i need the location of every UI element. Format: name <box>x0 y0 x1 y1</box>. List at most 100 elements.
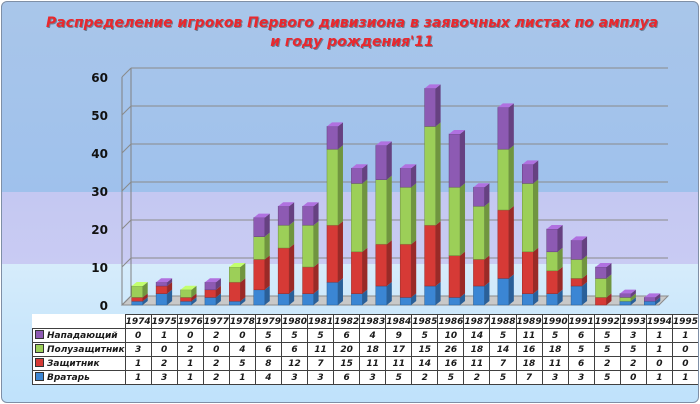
x-tick-label: 1978 <box>228 314 256 329</box>
bar-segment <box>277 205 290 226</box>
bar-segment <box>326 281 339 306</box>
bar-segment <box>619 293 632 298</box>
bar-segment-side <box>533 160 539 184</box>
bar-segment <box>229 281 241 302</box>
table-cell: 5 <box>593 370 621 385</box>
table-row: Вратарь 1 3 1 2 1 4 3 3 6 3 5 2 5 2 5 7 3 3 5 0 1 1 <box>32 370 698 385</box>
table-corner <box>33 315 126 329</box>
table-cell: 4 <box>254 370 282 385</box>
table-cell: 9 <box>385 328 413 343</box>
bar-segment <box>497 107 510 150</box>
table-cell: 6 <box>567 328 595 343</box>
bar-top <box>180 285 197 290</box>
table-cell: 3 <box>124 342 152 357</box>
table-cell: 2 <box>202 356 230 371</box>
table-cell: 16 <box>515 342 543 357</box>
bar-segment-side <box>142 282 148 298</box>
bar-segment <box>473 186 485 207</box>
bar-segment-side <box>582 282 588 305</box>
legend-entry: Защитник <box>32 356 126 371</box>
bar-segment-side <box>337 278 343 305</box>
bar-segment-side <box>435 221 441 286</box>
table-cell: 2 <box>463 370 491 385</box>
table-cell: 1 <box>671 370 698 385</box>
bar-segment <box>448 255 461 298</box>
bar-segment <box>448 297 461 306</box>
bar-top <box>449 130 466 134</box>
bar-segment-side <box>606 263 612 279</box>
bar-segment-side <box>386 175 392 245</box>
table-cell: 18 <box>359 342 387 357</box>
legend-swatch <box>35 372 44 381</box>
bar-segment-side <box>533 289 539 305</box>
x-tick-label: 1991 <box>567 314 595 329</box>
bar-segment <box>253 217 265 237</box>
table-cell: 14 <box>489 342 517 357</box>
x-tick-label: 1976 <box>176 314 204 329</box>
bar-segment-side <box>484 183 490 207</box>
bar-segment <box>375 179 388 245</box>
x-tick-label: 1985 <box>411 314 439 329</box>
bar-segment <box>302 205 314 226</box>
gridline-depth <box>121 219 132 230</box>
bar-segment-side <box>215 278 221 290</box>
table-cell: 20 <box>333 342 361 357</box>
bar-segment-side <box>484 202 490 260</box>
table-cell: 17 <box>385 342 413 357</box>
bar-segment-side <box>411 293 417 305</box>
bar-segment-side <box>435 122 441 226</box>
table-cell: 5 <box>307 328 335 343</box>
bar-segment-side <box>337 221 343 283</box>
table-cell: 2 <box>619 356 647 371</box>
bar-segment <box>180 300 192 306</box>
x-tick-label: 1995 <box>671 314 698 329</box>
y-tick-label: 10 <box>91 261 108 275</box>
table-cell: 11 <box>385 356 413 371</box>
x-tick-label: 1988 <box>489 314 517 329</box>
bar-segment <box>229 300 241 306</box>
table-cell: 5 <box>489 370 517 385</box>
table-cell: 2 <box>202 370 230 385</box>
legend-swatch <box>35 344 44 353</box>
legend-entry: Полузащитник <box>32 342 126 357</box>
table-cell: 6 <box>333 370 361 385</box>
bar-segment-side <box>313 289 319 305</box>
bar-segment <box>399 186 412 245</box>
data-table: 1974 1975 1976 1977 1978 1979 1980 1981 1982 1983… <box>32 314 698 385</box>
bar-segment <box>619 300 632 306</box>
table-cell: 1 <box>176 370 204 385</box>
bar-top <box>351 164 368 169</box>
table-cell: 15 <box>411 342 439 357</box>
table-cell: 6 <box>254 342 282 357</box>
bar-segment-side <box>362 179 368 252</box>
bar-segment <box>155 285 168 294</box>
bar-segment-side <box>215 293 221 305</box>
x-tick-label: 1986 <box>437 314 465 329</box>
bar-segment-side <box>264 213 270 237</box>
bar-segment <box>302 293 314 306</box>
bar-segment <box>131 285 143 298</box>
y-tick-label: 20 <box>91 223 108 237</box>
table-cell: 2 <box>150 356 178 371</box>
bar-segment-side <box>215 285 221 298</box>
bar-segment-side <box>582 255 588 279</box>
bar-segment-side <box>289 244 295 294</box>
x-tick-label: 1992 <box>593 314 621 329</box>
y-tick-label: 50 <box>91 109 108 123</box>
legend-label: Нападающий <box>47 331 118 341</box>
bar-segment <box>180 297 192 302</box>
bar-segment-side <box>191 285 197 298</box>
bar-segment-side <box>484 282 490 305</box>
x-tick-label: 1974 <box>124 314 152 329</box>
table-cell: 5 <box>280 328 309 343</box>
bar-segment-side <box>460 130 466 188</box>
bar-segment-side <box>508 274 514 305</box>
bar-segment <box>131 297 143 302</box>
bar-segment <box>302 266 314 294</box>
table-cell: 1 <box>150 328 178 343</box>
bar-segment-side <box>191 297 197 305</box>
bar-segment-side <box>557 247 563 271</box>
bar-segment <box>595 297 607 306</box>
table-cell: 0 <box>150 342 178 357</box>
